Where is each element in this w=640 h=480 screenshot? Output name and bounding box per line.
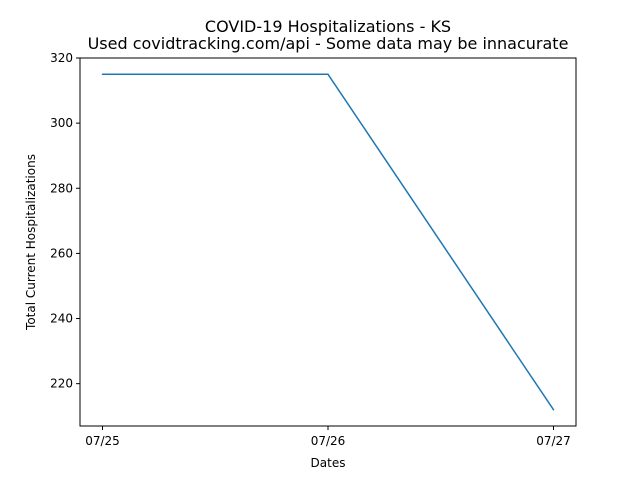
x-tick-label: 07/27 [536,434,571,448]
data-point [101,73,104,76]
x-tick-label: 07/26 [311,434,346,448]
x-axis: 07/25 07/26 07/27 [85,426,571,448]
chart-subtitle: Used covidtracking.com/api - Some data m… [88,34,569,53]
chart-title: COVID-19 Hospitalizations - KS [205,17,451,36]
series-line [102,73,555,411]
y-tick-label: 300 [50,116,73,130]
data-point [327,73,329,76]
series-group [101,73,555,411]
x-tick-label: 07/25 [85,434,120,448]
plot-area-frame [79,57,577,427]
y-tick-label: 280 [50,181,73,195]
y-axis: 220 240 260 280 300 320 [50,51,80,391]
y-axis-label: Total Current Hospitalizations [24,154,38,331]
data-point [552,408,555,411]
y-tick-label: 220 [50,377,73,391]
y-tick-label: 260 [50,246,73,260]
x-axis-label: Dates [311,456,346,470]
y-tick-label: 320 [50,51,73,65]
y-tick-label: 240 [50,312,73,326]
